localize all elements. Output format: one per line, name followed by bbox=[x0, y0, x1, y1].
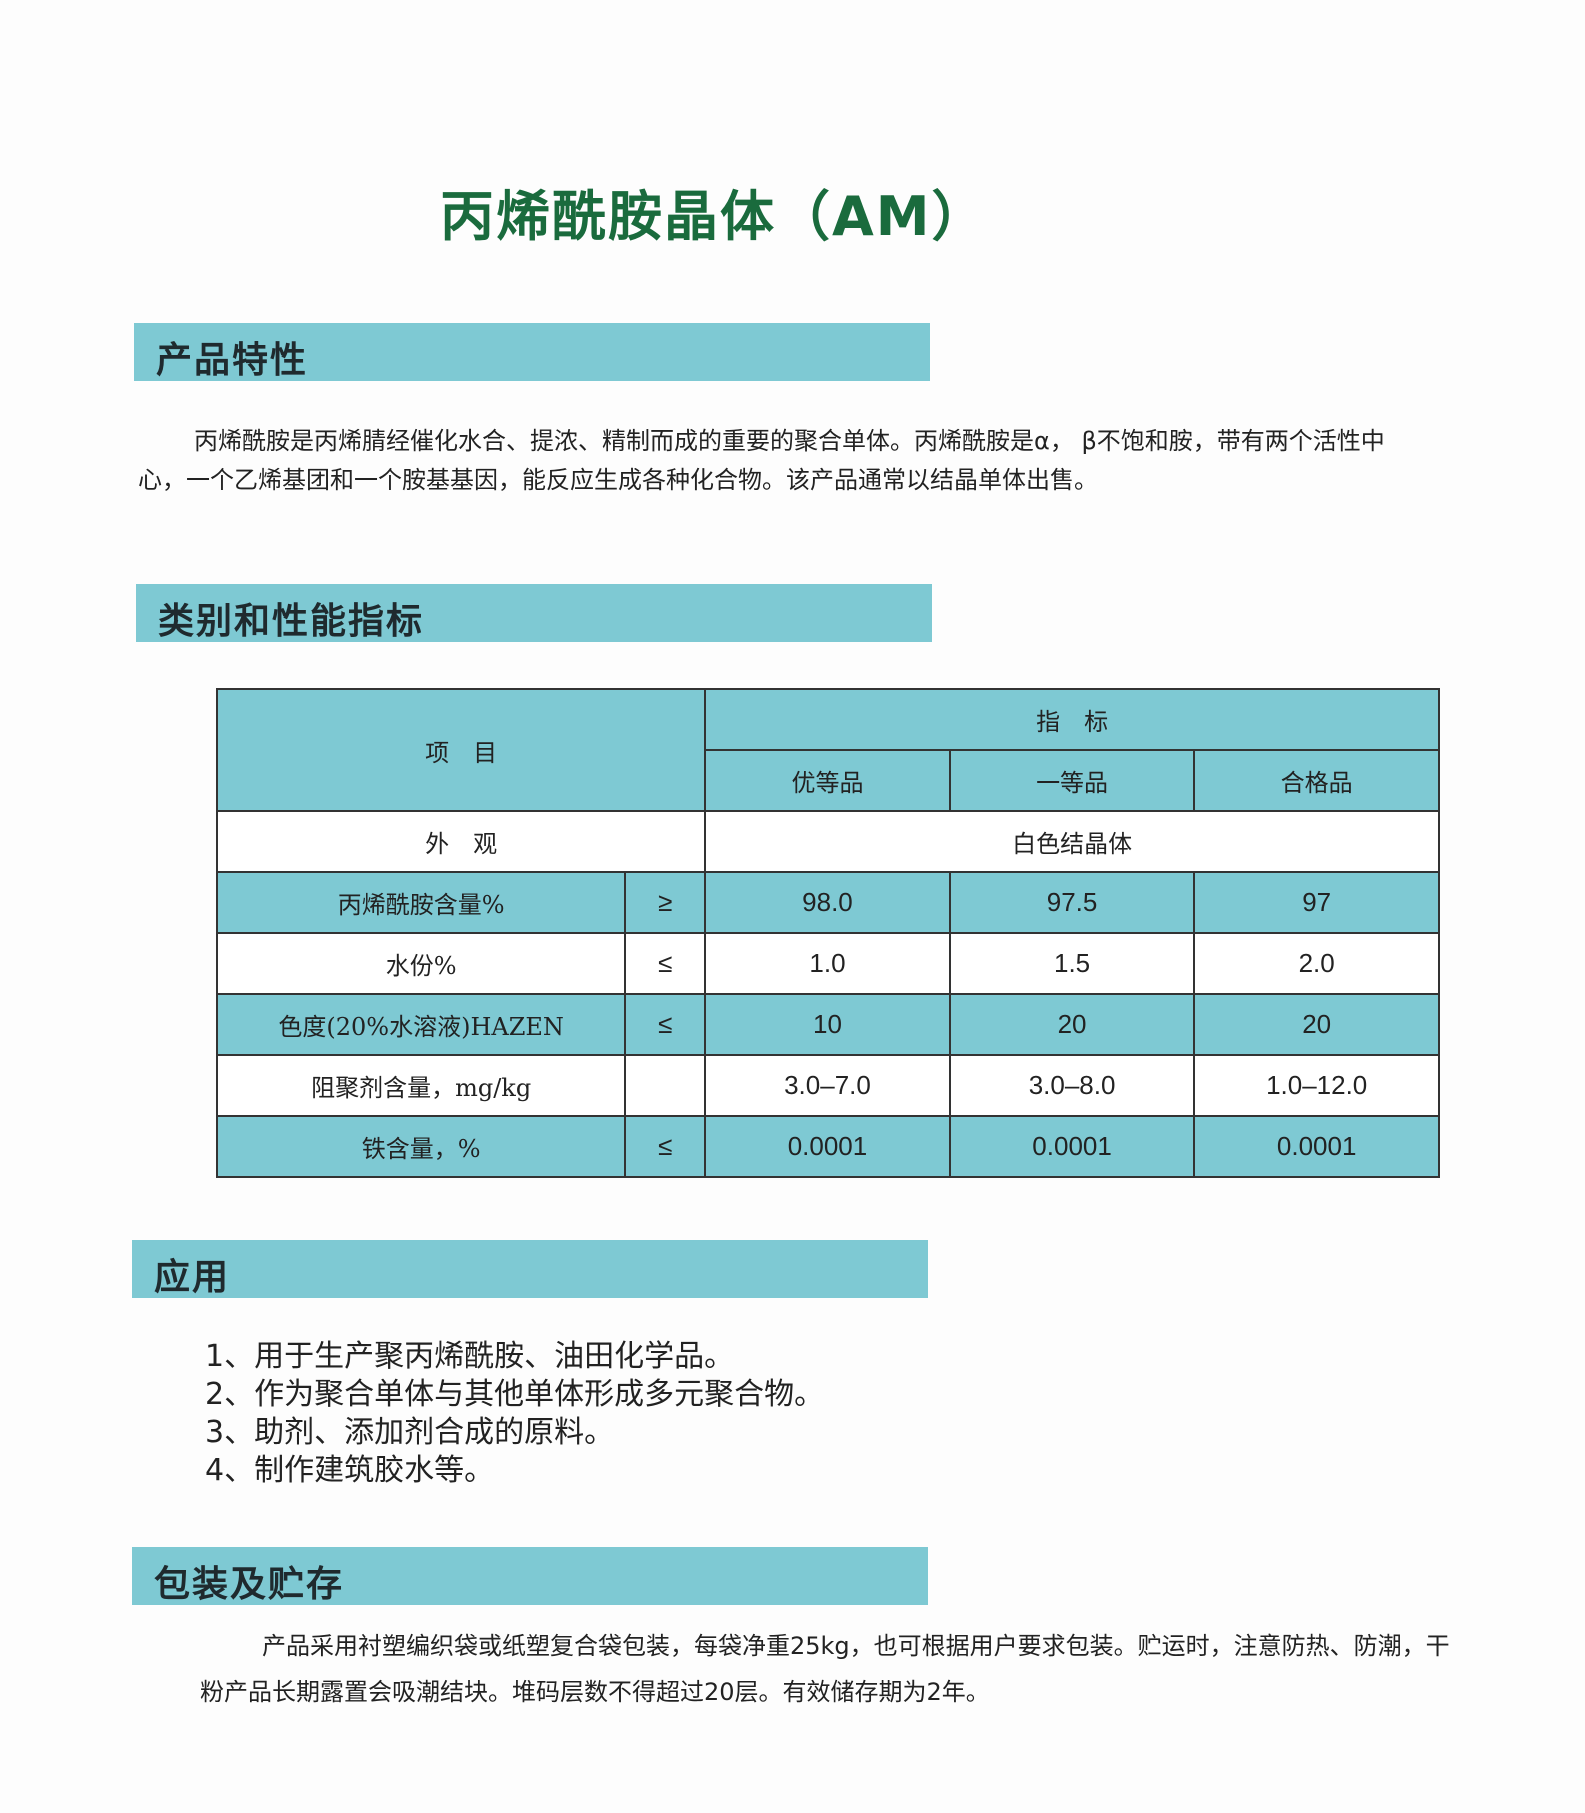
row-operator: ≤ bbox=[624, 1115, 707, 1178]
list-item: 2、作为聚合单体与其他单体形成多元聚合物。 bbox=[205, 1377, 825, 1412]
grade-header: 合格品 bbox=[1193, 749, 1440, 812]
index-header: 指 标 bbox=[704, 688, 1440, 751]
row-operator: ≥ bbox=[624, 871, 707, 934]
row-value: 3.0–8.0 bbox=[948, 1054, 1196, 1117]
row-value: 1.0–12.0 bbox=[1193, 1054, 1440, 1117]
table-row: 丙烯酰胺含量% ≥98.0 97.5 97 bbox=[215, 871, 1440, 934]
spec-table: 项 目 指 标 优等品 一等品 合格品 外 观 白色结晶体 丙烯酰胺含量% ≥98… bbox=[215, 688, 1440, 1178]
page-title: 丙烯酰胺晶体（AM） bbox=[440, 185, 988, 248]
appearance-label: 外 观 bbox=[215, 810, 707, 873]
row-value: 97.5 bbox=[948, 871, 1196, 934]
section-heading-specs: 类别和性能指标 bbox=[136, 584, 932, 642]
row-value: 10 bbox=[704, 993, 951, 1056]
row-operator: ≤ bbox=[624, 932, 707, 995]
features-text: 丙烯酰胺是丙烯腈经催化水合、提浓、精制而成的重要的聚合单体。丙烯酰胺是α， β不… bbox=[138, 427, 1385, 494]
list-item: 3、助剂、添加剂合成的原料。 bbox=[205, 1415, 615, 1450]
row-label: 色度(20%水溶液)HAZEN bbox=[215, 993, 627, 1056]
row-value: 98.0 bbox=[704, 871, 951, 934]
row-label: 铁含量，% bbox=[215, 1115, 627, 1178]
row-value: 1.0 bbox=[704, 932, 951, 995]
table-row: 色度(20%水溶液)HAZEN ≤10 20 20 bbox=[215, 993, 1440, 1056]
row-value: 20 bbox=[948, 993, 1196, 1056]
table-row: 阻聚剂含量，mg/kg 3.0–7.0 3.0–8.0 1.0–12.0 bbox=[215, 1054, 1440, 1117]
row-value: 0.0001 bbox=[948, 1115, 1196, 1178]
row-operator bbox=[624, 1054, 707, 1117]
row-value: 0.0001 bbox=[1193, 1115, 1440, 1178]
row-value: 2.0 bbox=[1193, 932, 1440, 995]
section-heading-applications: 应用 bbox=[132, 1240, 928, 1298]
table-row: 水份% ≤1.0 1.5 2.0 bbox=[215, 932, 1440, 995]
row-value: 0.0001 bbox=[704, 1115, 951, 1178]
row-value: 3.0–7.0 bbox=[704, 1054, 951, 1117]
item-header: 项 目 bbox=[215, 688, 707, 812]
grade-header: 优等品 bbox=[704, 749, 951, 812]
section-heading-features: 产品特性 bbox=[134, 323, 930, 381]
row-value: 20 bbox=[1193, 993, 1440, 1056]
packaging-text: 产品采用衬塑编织袋或纸塑复合袋包装，每袋净重25kg，也可根据用户要求包装。贮运… bbox=[200, 1632, 1450, 1706]
section-heading-packaging: 包装及贮存 bbox=[132, 1547, 928, 1605]
list-item: 1、用于生产聚丙烯酰胺、油田化学品。 bbox=[205, 1339, 735, 1374]
row-label: 丙烯酰胺含量% bbox=[215, 871, 627, 934]
table-row: 铁含量，% ≤0.0001 0.0001 0.0001 bbox=[215, 1115, 1440, 1178]
grade-header: 一等品 bbox=[948, 749, 1196, 812]
row-value: 97 bbox=[1193, 871, 1440, 934]
row-label: 水份% bbox=[215, 932, 627, 995]
row-value: 1.5 bbox=[948, 932, 1196, 995]
list-item: 4、制作建筑胶水等。 bbox=[205, 1453, 495, 1488]
row-operator: ≤ bbox=[624, 993, 707, 1056]
applications-list: 1、用于生产聚丙烯酰胺、油田化学品。 2、作为聚合单体与其他单体形成多元聚合物。… bbox=[205, 1338, 824, 1490]
appearance-value: 白色结晶体 bbox=[704, 810, 1440, 873]
row-label: 阻聚剂含量，mg/kg bbox=[215, 1054, 627, 1117]
